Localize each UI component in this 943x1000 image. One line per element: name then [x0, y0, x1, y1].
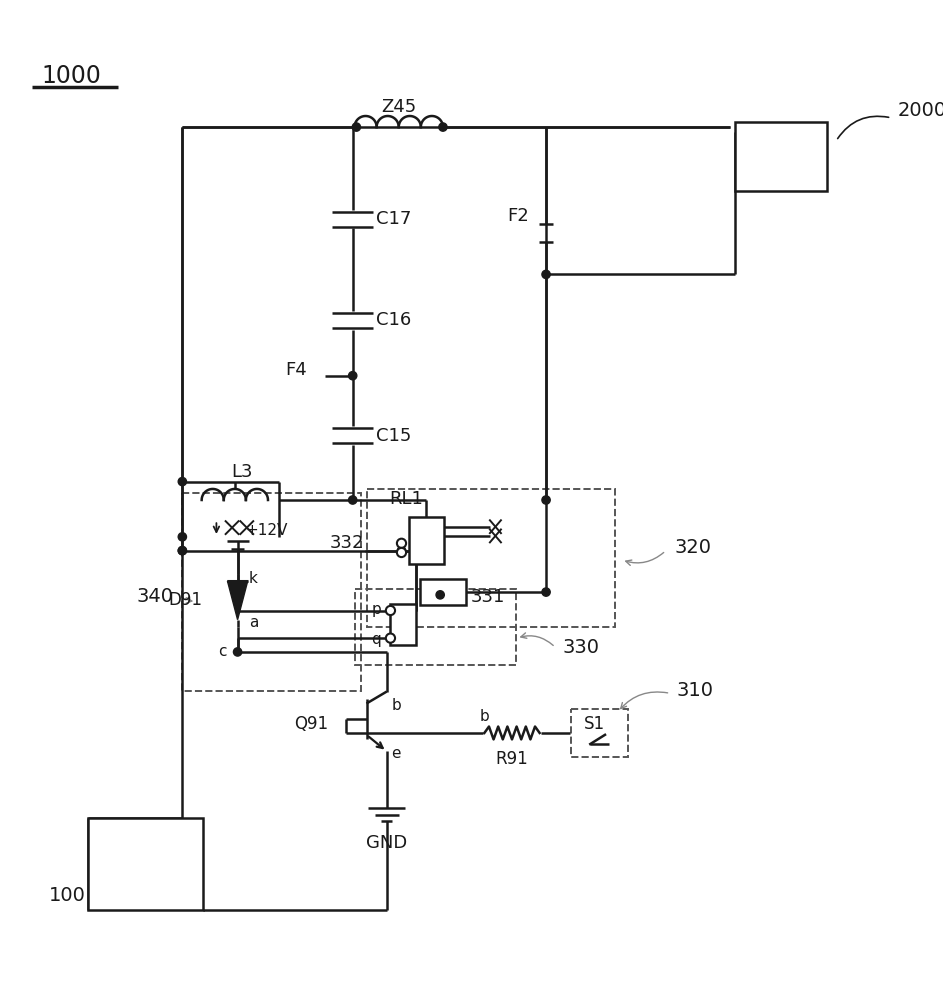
Circle shape: [397, 539, 406, 548]
Text: 1000: 1000: [41, 64, 101, 88]
Text: S1: S1: [585, 715, 605, 733]
Bar: [420, 579, 466, 605]
Circle shape: [353, 123, 360, 131]
Bar: [355, 589, 516, 665]
Circle shape: [397, 548, 406, 557]
Text: R91: R91: [496, 750, 528, 768]
Text: 用电
设备: 用电 设备: [770, 135, 791, 178]
Circle shape: [349, 496, 356, 504]
Bar: [735, 122, 827, 191]
Bar: [571, 709, 628, 757]
Circle shape: [234, 648, 241, 656]
Bar: [88, 818, 203, 910]
Circle shape: [542, 496, 550, 504]
Text: 330: 330: [563, 638, 600, 657]
Circle shape: [436, 591, 444, 599]
Bar: [409, 517, 444, 564]
Text: L3: L3: [231, 463, 253, 481]
Text: 2000: 2000: [898, 101, 943, 120]
Text: p: p: [372, 602, 381, 617]
Text: b: b: [479, 709, 489, 724]
Text: 340: 340: [136, 587, 174, 606]
Text: 310: 310: [677, 681, 714, 700]
Bar: [390, 604, 416, 645]
Text: GND: GND: [366, 834, 407, 852]
Text: F4: F4: [285, 361, 306, 379]
Text: 332: 332: [330, 534, 365, 552]
Text: C17: C17: [375, 210, 411, 228]
Circle shape: [178, 547, 187, 555]
Circle shape: [178, 533, 187, 541]
Circle shape: [178, 477, 187, 486]
Text: C15: C15: [375, 427, 411, 445]
Text: C16: C16: [375, 311, 411, 329]
Circle shape: [386, 606, 395, 615]
Circle shape: [397, 547, 405, 555]
Bar: [367, 489, 615, 627]
Circle shape: [178, 547, 187, 555]
Circle shape: [542, 588, 550, 596]
Text: F2: F2: [507, 207, 530, 225]
Text: 331: 331: [471, 588, 505, 606]
Circle shape: [542, 270, 550, 279]
Text: 100: 100: [49, 886, 86, 905]
Circle shape: [438, 123, 447, 131]
Circle shape: [349, 372, 356, 380]
Text: q: q: [372, 632, 381, 647]
Circle shape: [386, 634, 395, 643]
Polygon shape: [227, 581, 248, 620]
Text: +12V: +12V: [245, 523, 288, 538]
Text: k: k: [249, 571, 257, 586]
Text: c: c: [218, 644, 226, 659]
Text: Z45: Z45: [381, 98, 417, 116]
Text: e: e: [391, 746, 401, 761]
Text: a: a: [249, 615, 258, 630]
Text: RL1: RL1: [389, 490, 423, 508]
Text: D91: D91: [169, 591, 203, 609]
Text: 320: 320: [675, 538, 712, 557]
Text: b: b: [391, 698, 401, 713]
Text: Q91: Q91: [293, 715, 328, 733]
Text: 电源
供应
单元: 电源 供应 单元: [135, 830, 157, 898]
Bar: [182, 493, 361, 691]
